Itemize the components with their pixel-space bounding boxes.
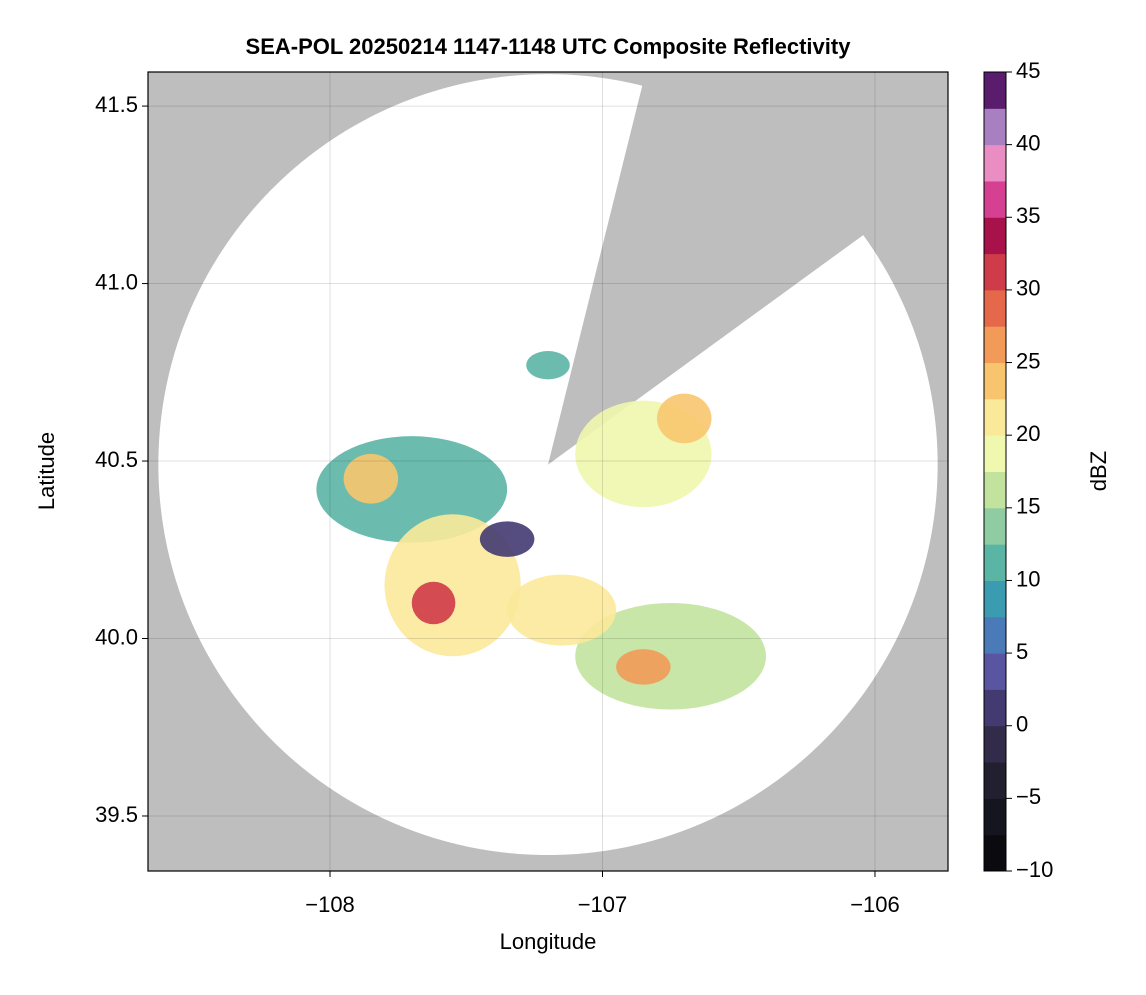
colorbar-tick-label: 0 (1016, 712, 1028, 737)
echo (656, 393, 712, 444)
colorbar-segment (984, 180, 1006, 218)
colorbar-tick-label: 35 (1016, 203, 1040, 228)
colorbar-segment (984, 616, 1006, 654)
colorbar-tick-label: −5 (1016, 784, 1041, 809)
colorbar-segment (984, 762, 1006, 799)
colorbar-tick-label: 10 (1016, 566, 1040, 591)
colorbar-segment (984, 326, 1006, 364)
colorbar-segment (984, 217, 1006, 255)
y-tick-label: 41.0 (95, 269, 138, 294)
colorbar-segment (984, 253, 1006, 291)
colorbar-frame (983, 71, 1007, 872)
y-tick-label: 40.5 (95, 447, 138, 472)
colorbar-tick-label: 15 (1016, 494, 1040, 519)
colorbar-segment (984, 108, 1006, 146)
colorbar-tick-label: −10 (1016, 857, 1053, 882)
echo (479, 521, 535, 557)
x-tick-label: −108 (305, 892, 355, 917)
colorbar-tick-label: 30 (1016, 276, 1040, 301)
echo (507, 574, 617, 646)
colorbar-segment (984, 398, 1006, 436)
chart-title: SEA-POL 20250214 1147-1148 UTC Composite… (246, 34, 852, 59)
x-tick-label: −107 (578, 892, 628, 917)
echo (575, 603, 766, 710)
y-tick-label: 39.5 (95, 802, 138, 827)
colorbar-segment (984, 72, 1006, 109)
colorbar-segment (984, 580, 1006, 618)
colorbar-segment (984, 435, 1006, 472)
colorbar-segment (984, 653, 1006, 690)
y-tick-label: 41.5 (95, 92, 138, 117)
plot-frame (147, 71, 949, 872)
colorbar-segment (984, 144, 1006, 182)
colorbar-segment (984, 544, 1006, 581)
colorbar-tick-label: 5 (1016, 639, 1028, 664)
echo (616, 649, 671, 685)
colorbar-segment (984, 725, 1006, 763)
y-axis-label: Latitude (34, 432, 59, 510)
colorbar-tick-label: 20 (1016, 421, 1040, 446)
colorbar-segment (984, 834, 1006, 872)
colorbar-tick-label: 45 (1016, 58, 1040, 83)
x-axis-label: Longitude (500, 929, 597, 954)
colorbar-segment (984, 471, 1006, 509)
colorbar-segment (984, 689, 1006, 727)
colorbar-label: dBZ (1086, 451, 1111, 491)
echo (343, 453, 399, 504)
echo (411, 581, 456, 625)
colorbar-tick-label: 25 (1016, 348, 1040, 373)
colorbar-tick-label: 40 (1016, 130, 1040, 155)
echo (526, 350, 570, 380)
x-tick-label: −106 (850, 892, 900, 917)
colorbar-segment (984, 362, 1006, 400)
colorbar-segment (984, 289, 1006, 327)
y-tick-label: 40.0 (95, 624, 138, 649)
colorbar-segment (984, 798, 1006, 836)
colorbar-segment (984, 507, 1006, 545)
